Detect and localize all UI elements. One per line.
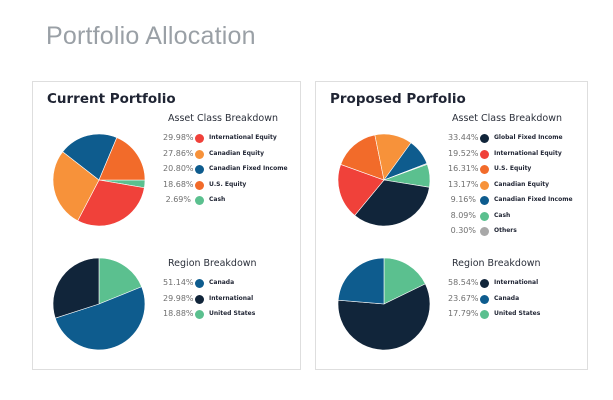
proposed-asset-slice-global-fixed-income: [354, 179, 430, 227]
current-region-slice-international: [52, 257, 100, 319]
legend-percent: 2.69%: [165, 195, 191, 204]
current-region-slice-canada: [54, 286, 146, 351]
legend-label: United States: [494, 310, 541, 317]
proposed-asset-class-pie: [337, 133, 431, 227]
legend-label: International Equity: [494, 149, 562, 157]
legend-label: Cash: [494, 211, 511, 219]
legend-label: International: [494, 279, 539, 286]
legend-label: Global Fixed Income: [494, 134, 563, 141]
legend-swatch: [480, 134, 489, 143]
current-asset-slice-canadian-fixed-income: [62, 133, 118, 181]
proposed-region-slice-united-states: [383, 257, 426, 305]
legend-percent: 9.16%: [450, 195, 476, 204]
legend-percent: 17.79%: [448, 309, 479, 318]
current-asset-class-title: Asset Class Breakdown: [168, 113, 279, 124]
legend-percent: 18.88%: [163, 309, 194, 318]
proposed-region-pie: [337, 257, 431, 351]
legend-swatch: [195, 294, 204, 304]
legend-label: Canada: [494, 294, 520, 302]
proposed-region-slice-international: [337, 283, 431, 351]
legend-percent: 23.67%: [448, 293, 479, 303]
legend-percent: 20.80%: [163, 164, 194, 173]
proposed-region-title: Region Breakdown: [452, 258, 541, 269]
proposed-portfolio-card: Proposed Porfolio Asset Class Breakdown …: [315, 81, 588, 370]
legend-label: Cash: [209, 196, 226, 203]
legend-label: U.S. Equity: [494, 165, 532, 172]
legend-swatch: [480, 165, 489, 174]
current-region-title: Region Breakdown: [168, 258, 257, 269]
legend-swatch: [195, 180, 204, 190]
legend-swatch: [480, 227, 489, 236]
legend-label: Canada: [209, 279, 235, 286]
legend-label: Others: [494, 227, 517, 234]
legend-percent: 0.30%: [450, 226, 476, 235]
legend-percent: 18.68%: [163, 179, 194, 189]
legend-swatch: [480, 180, 489, 190]
legend-percent: 16.31%: [448, 164, 479, 173]
legend-swatch: [195, 149, 204, 159]
proposed-asset-slice-others: [383, 163, 428, 181]
legend-swatch: [480, 149, 489, 159]
legend-swatch: [480, 310, 489, 319]
legend-percent: 58.54%: [448, 278, 479, 287]
proposed-asset-class-title: Asset Class Breakdown: [452, 113, 563, 124]
legend-label: Canadian Equity: [494, 180, 550, 188]
legend-swatch: [195, 196, 204, 205]
legend-label: International Equity: [209, 134, 277, 141]
current-region-pie: [52, 257, 146, 351]
legend-swatch: [480, 211, 489, 221]
legend-swatch: [480, 294, 489, 304]
legend-label: United States: [209, 310, 256, 317]
legend-percent: 33.44%: [448, 133, 479, 142]
proposed-asset-slice-u-s-equity: [340, 134, 385, 181]
legend-percent: 29.98%: [163, 133, 194, 142]
legend-percent: 29.98%: [163, 293, 194, 303]
legend-label: U.S. Equity: [209, 180, 247, 188]
current-asset-class-pie: [52, 133, 146, 227]
legend-percent: 13.17%: [448, 179, 479, 189]
current-region-slice-united-states: [98, 257, 143, 305]
legend-percent: 27.86%: [163, 148, 194, 158]
legend-percent: 8.09%: [450, 210, 476, 220]
legend-swatch: [195, 279, 204, 288]
current-portfolio-title: Current Portfolio: [47, 91, 176, 107]
current-asset-slice-canadian-equity: [52, 151, 100, 222]
current-asset-slice-u-s-equity: [98, 137, 146, 181]
proposed-portfolio-title: Proposed Porfolio: [330, 91, 466, 107]
legend-swatch: [195, 310, 204, 319]
legend-swatch: [195, 165, 204, 174]
legend-swatch: [195, 134, 204, 143]
legend-label: International: [209, 294, 254, 302]
legend-label: Canadian Fixed Income: [209, 165, 288, 172]
legend-swatch: [480, 196, 489, 205]
current-portfolio-card: Current Portfolio Asset Class Breakdown …: [32, 81, 301, 370]
legend-label: Canadian Fixed Income: [494, 196, 573, 203]
page-title: Portfolio Allocation: [46, 22, 256, 50]
legend-percent: 51.14%: [163, 278, 194, 287]
current-asset-slice-international-equity: [77, 179, 145, 227]
proposed-asset-slice-international-equity: [337, 164, 385, 216]
proposed-region-slice-canada: [337, 257, 385, 305]
legend-percent: 19.52%: [448, 148, 479, 158]
legend-swatch: [480, 279, 489, 288]
legend-label: Canadian Equity: [209, 149, 265, 157]
